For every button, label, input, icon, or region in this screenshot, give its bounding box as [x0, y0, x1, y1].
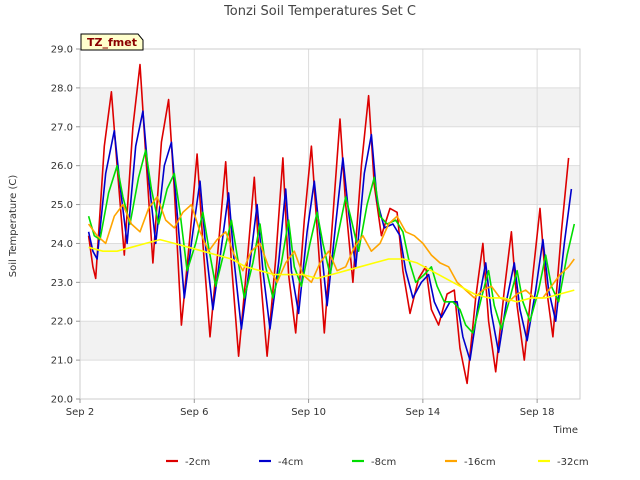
plot-band	[80, 87, 580, 127]
x-tick-label: Sep 2	[66, 407, 94, 418]
plot-background	[80, 49, 580, 399]
x-axis-label: Time	[553, 425, 578, 436]
plot-frame	[79, 48, 581, 400]
y-tick-label: 23.0	[51, 278, 73, 289]
legend-label: -2cm	[185, 457, 210, 468]
x-tick-label: Sep 18	[520, 407, 555, 418]
legend-label: -4cm	[278, 457, 303, 468]
legend: -2cm -4cm -8cm -16cm -32cm	[166, 457, 589, 468]
series-line-minus32cm	[88, 238, 575, 303]
x-tick-label: Sep 6	[180, 407, 208, 418]
plot-band	[80, 321, 580, 361]
x-tick-label: Sep 10	[291, 407, 326, 418]
y-tick-label: 24.0	[51, 239, 73, 250]
site-tag-box	[80, 33, 144, 51]
x-tick-label: Sep 14	[405, 407, 440, 418]
series-lines	[87, 63, 576, 385]
x-axis-ticks: Sep 2 Sep 6 Sep 10 Sep 14 Sep 18	[66, 399, 555, 418]
legend-label: -32cm	[557, 457, 589, 468]
legend-label: -16cm	[464, 457, 496, 468]
y-tick-label: 28.0	[51, 83, 73, 94]
series-line-minus16cm	[87, 196, 575, 303]
y-tick-label: 20.0	[51, 395, 73, 406]
y-tick-label: 26.0	[51, 161, 73, 172]
y-tick-label: 27.0	[51, 122, 73, 133]
chart-title: Tonzi Soil Temperatures Set C	[223, 4, 416, 19]
legend-label: -8cm	[371, 457, 396, 468]
y-tick-label: 22.0	[51, 317, 73, 328]
y-axis-label: Soil Temperature (C)	[8, 175, 19, 278]
series-line-minus4cm	[87, 110, 573, 361]
y-axis-ticks: 20.0 21.0 22.0 23.0 24.0 25.0 26.0 27.0 28.0 29.0	[51, 45, 80, 406]
y-tick-label: 21.0	[51, 356, 73, 367]
y-tick-label: 29.0	[51, 45, 73, 56]
y-tick-label: 25.0	[51, 200, 73, 211]
site-tag: TZ_fmet	[80, 33, 144, 51]
series-line-minus2cm	[87, 63, 570, 385]
site-tag-text: TZ_fmet	[87, 36, 137, 49]
